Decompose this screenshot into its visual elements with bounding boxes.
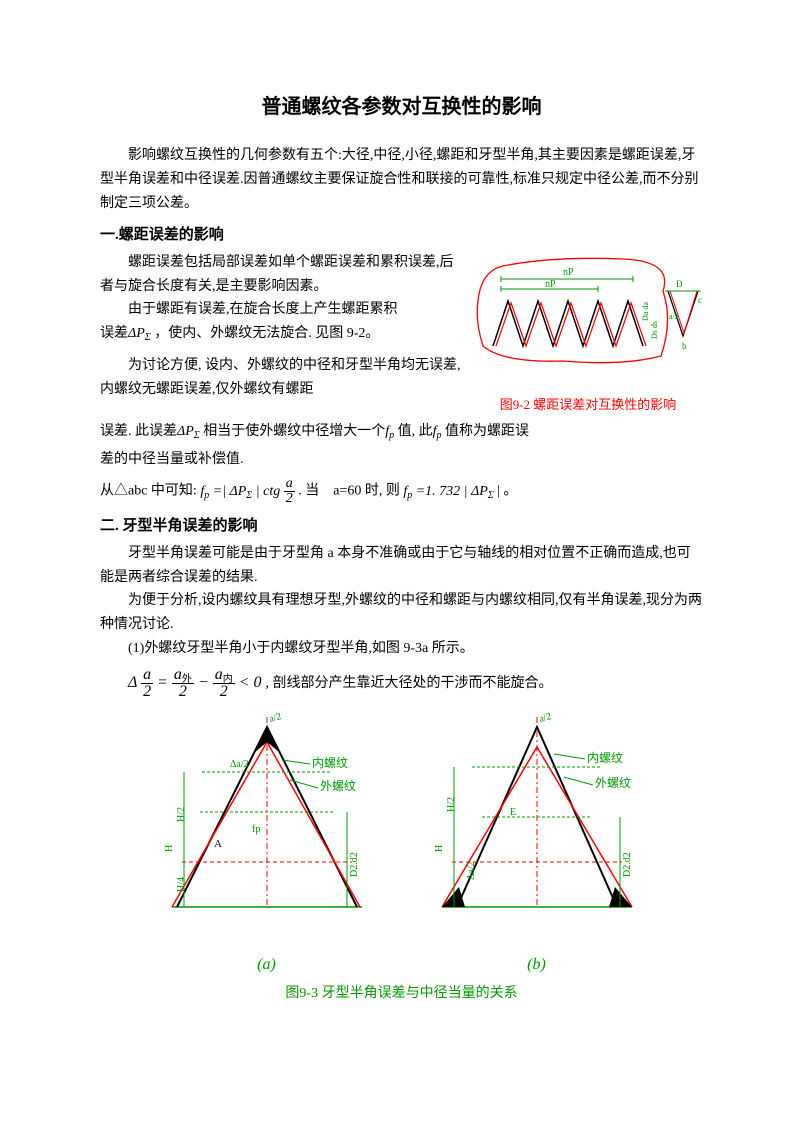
fig93b-H: H — [434, 845, 445, 852]
fig93a-svg: a/2 内螺纹 外螺纹 Δa/2 fp H H/2 H/4 D2.d2 A — [142, 712, 392, 942]
fp-1: fp — [385, 424, 394, 439]
fig93a-H2: H/2 — [176, 807, 187, 822]
fig93b: a/2 内螺纹 外螺纹 E H H/2 Δa/2 D2.d2 (b) — [412, 712, 662, 978]
s1-p5b: 相当于使外螺纹中径增大一个 — [203, 424, 385, 439]
s1-p5c: 值, 此 — [398, 424, 433, 439]
fig92-np: nP — [563, 267, 574, 278]
fig93a-da2: Δa/2 — [230, 759, 249, 770]
fig93a-d2: D2.d2 — [349, 852, 360, 877]
s1-p7b: . 当 a=60 时, 则 — [298, 484, 400, 499]
section1-text: 螺距误差包括局部误差如单个螺距误差和累积误差,后者与旋合长度有关,是主要影响因素… — [100, 251, 461, 402]
fig93a: a/2 内螺纹 外螺纹 Δa/2 fp H H/2 H/4 D2.d2 A (a… — [142, 712, 392, 978]
s1-p5a: 误差. 此误差 — [100, 424, 177, 439]
fig93a-label: (a) — [142, 951, 392, 978]
fig92-np2: nP — [545, 279, 556, 290]
fp-2: fp — [433, 424, 442, 439]
s1-p1: 螺距误差包括局部误差如单个螺距误差和累积误差,后者与旋合长度有关,是主要影响因素… — [100, 251, 461, 299]
fig93a-outer: 外螺纹 — [320, 779, 356, 793]
section1-title: 一.螺距误差的影响 — [100, 223, 703, 249]
fig93b-H2: H/2 — [446, 797, 457, 812]
fig92-D: D — [676, 279, 683, 289]
s2-p1: 牙型半角误差可能是由于牙型角 a 本身不准确或由于它与轴线的相对位置不正确而造成… — [100, 542, 703, 590]
fig93b-a2: a/2 — [537, 712, 552, 725]
s1-p3a: 误差 — [100, 326, 128, 341]
figure-9-2: nP nP D c b a/2 Da da Ds ds 图9-2 — [473, 251, 703, 416]
ineq: Δ a2 = a外2 − a内2 < 0 — [128, 674, 266, 691]
fig93a-a2a: a/2 — [267, 712, 282, 725]
s1-p7c: | 。 — [497, 484, 517, 499]
fig93a-inner: 内螺纹 — [312, 756, 348, 770]
fig92-caption: 图9-2 螺距误差对互换性的影响 — [473, 394, 703, 416]
fig93a-fp: fp — [252, 824, 260, 835]
eq2: fp =1. 732 | ΔPΣ — [403, 484, 493, 499]
section2-title: 二. 牙型半角误差的影响 — [100, 514, 703, 540]
fig93a-A: A — [214, 838, 222, 850]
fig93a-H4: H/4 — [176, 877, 187, 892]
page: 普通螺纹各参数对互换性的影响 影响螺纹互换性的几何参数有五个:大径,中径,小径,… — [0, 0, 793, 1122]
s1-p3b: ，使内、外螺纹无法旋合. 见图 9-2。 — [154, 326, 379, 341]
fig93b-E: E — [510, 807, 516, 818]
intro-paragraph: 影响螺纹互换性的几何参数有五个:大径,中径,小径,螺距和牙型半角,其主要因素是螺… — [100, 144, 703, 215]
fig93-caption: 图9-3 牙型半角误差与中径当量的关系 — [100, 982, 703, 1006]
section1-wrap: 螺距误差包括局部误差如单个螺距误差和累积误差,后者与旋合长度有关,是主要影响因素… — [100, 251, 703, 416]
fig93b-label: (b) — [412, 951, 662, 978]
fig92-b: b — [682, 341, 687, 351]
fig92-dsds: Ds ds — [650, 321, 659, 339]
delta-p-sigma-2: ΔPΣ — [177, 424, 200, 439]
s1-p2: 由于螺距有误差,在旋合长度上产生螺距累积 — [100, 298, 461, 322]
fig93b-da2: Δa/2 — [466, 861, 477, 880]
fig93b-svg: a/2 内螺纹 外螺纹 E H H/2 Δa/2 D2.d2 — [412, 712, 662, 942]
fig92-dada: Da da — [641, 302, 650, 321]
s1-p5d: 值称为螺距误 — [445, 424, 529, 439]
figure-9-3: a/2 内螺纹 外螺纹 Δa/2 fp H H/2 H/4 D2.d2 A (a… — [100, 712, 703, 978]
page-title: 普通螺纹各参数对互换性的影响 — [100, 90, 703, 124]
fig92-a2: a/2 — [669, 312, 679, 321]
s1-p6: 差的中径当量或补偿值. — [100, 448, 703, 472]
fig93b-outer: 外螺纹 — [595, 776, 631, 790]
s1-p4: 为讨论方便, 设内、外螺纹的中径和牙型半角均无误差,内螺纹无螺距误差,仅外螺纹有… — [100, 354, 461, 402]
s2-p4tail: , 剖线部分产生靠近大径处的干涉而不能旋合。 — [266, 676, 553, 691]
s2-p2: 为便于分析,设内螺纹具有理想牙型,外螺纹的中径和螺距与内螺纹相同,仅有半角误差,… — [100, 589, 703, 637]
fig93b-inner: 内螺纹 — [587, 751, 623, 765]
fig93b-d2: D2.d2 — [622, 852, 633, 877]
s2-p3: (1)外螺纹牙型半角小于内螺纹牙型半角,如图 9-3a 所示。 — [100, 637, 703, 661]
eq1: fp =| ΔPΣ | ctg a2 — [200, 484, 298, 499]
fig92-svg: nP nP D c b a/2 Da da Ds ds — [473, 251, 703, 381]
delta-p-sigma-1: ΔPΣ — [128, 326, 151, 341]
s1-p7a: 从△abc 中可知: — [100, 484, 200, 499]
fig92-c: c — [698, 295, 702, 305]
fig93a-H: H — [164, 845, 175, 852]
